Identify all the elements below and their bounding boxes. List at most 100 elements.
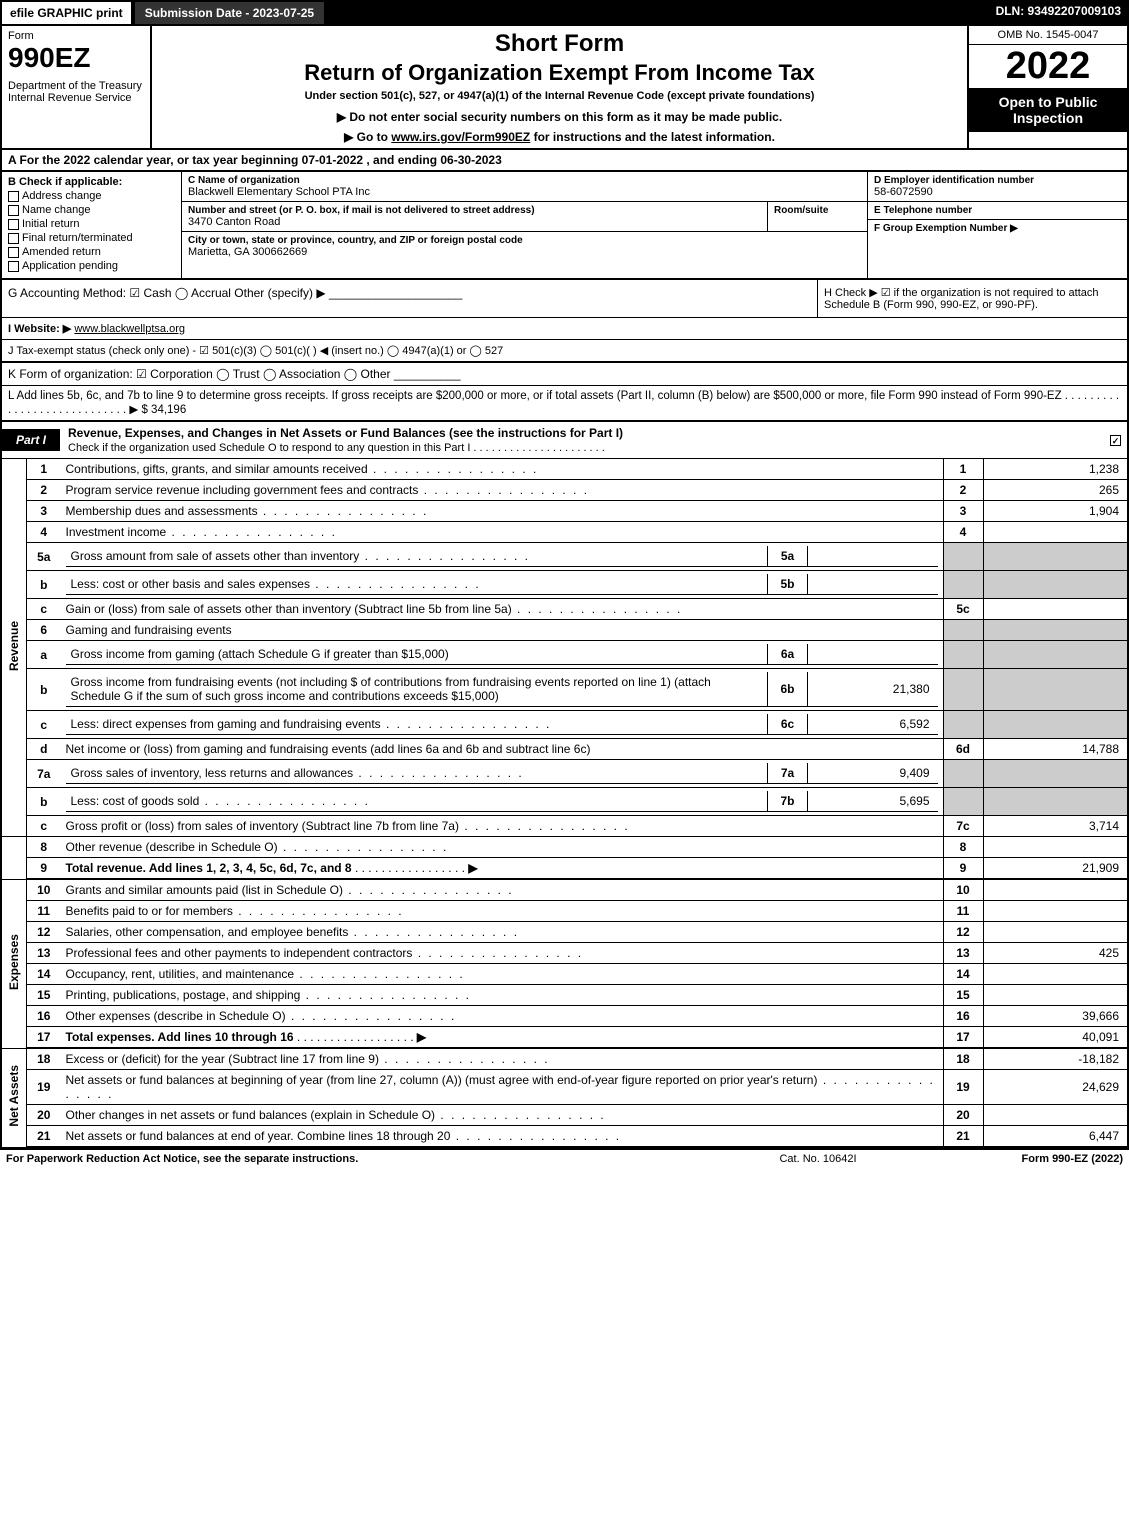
line-5b-ln: [943, 571, 983, 599]
line-11-ln: 11: [943, 901, 983, 922]
line-6b-desc: Gross income from fundraising events (no…: [66, 672, 768, 707]
chk-name-change[interactable]: Name change: [8, 204, 175, 216]
line-4-amt: [983, 522, 1128, 543]
line-14-ln: 14: [943, 964, 983, 985]
expenses-side-label: Expenses: [1, 879, 27, 1048]
header-right: OMB No. 1545-0047 2022 Open to Public In…: [967, 26, 1127, 148]
line-6-amt: [983, 620, 1128, 641]
line-6a-ln: [943, 641, 983, 669]
part-i-checkbox[interactable]: ✓: [1110, 435, 1121, 446]
row-i: I Website: ▶ www.blackwellptsa.org: [0, 318, 1129, 340]
b-title: B Check if applicable:: [8, 176, 175, 188]
cat-no: Cat. No. 10642I: [693, 1153, 943, 1165]
line-19-desc: Net assets or fund balances at beginning…: [61, 1070, 944, 1105]
line-8-num: 8: [27, 837, 61, 858]
top-bar: efile GRAPHIC print Submission Date - 20…: [0, 0, 1129, 26]
website-link[interactable]: www.blackwellptsa.org: [74, 323, 185, 335]
org-name: Blackwell Elementary School PTA Inc: [188, 186, 861, 198]
line-5b-wrap: Less: cost or other basis and sales expe…: [61, 571, 944, 599]
part-i-tab: Part I: [2, 429, 60, 451]
line-5a-num: 5a: [27, 543, 61, 571]
line-21-amt: 6,447: [983, 1126, 1128, 1148]
line-7c-desc: Gross profit or (loss) from sales of inv…: [61, 816, 944, 837]
chk-final-return[interactable]: Final return/terminated: [8, 232, 175, 244]
line-21-num: 21: [27, 1126, 61, 1148]
line-6c-sn: 6c: [768, 714, 808, 735]
line-20-num: 20: [27, 1105, 61, 1126]
line-20-ln: 20: [943, 1105, 983, 1126]
line-5c-ln: 5c: [943, 599, 983, 620]
line-7b-wrap: Less: cost of goods sold7b5,695: [61, 788, 944, 816]
dept-treasury: Department of the Treasury Internal Reve…: [8, 80, 144, 104]
line-6a-num: a: [27, 641, 61, 669]
line-a: A For the 2022 calendar year, or tax yea…: [0, 150, 1129, 172]
org-street: 3470 Canton Road: [188, 216, 761, 228]
irs-link[interactable]: www.irs.gov/Form990EZ: [391, 130, 530, 144]
line-4-desc: Investment income: [61, 522, 944, 543]
line-9-desc: Total revenue. Add lines 1, 2, 3, 4, 5c,…: [61, 858, 944, 880]
line-6a-amt: [983, 641, 1128, 669]
line-3-ln: 3: [943, 501, 983, 522]
f-group-label: F Group Exemption Number ▶: [874, 223, 1121, 234]
line-15-amt: [983, 985, 1128, 1006]
efile-print-button[interactable]: efile GRAPHIC print: [0, 0, 133, 26]
line-11-num: 11: [27, 901, 61, 922]
ssn-warning: ▶ Do not enter social security numbers o…: [160, 110, 959, 124]
line-7a-amt: [983, 760, 1128, 788]
line-5b-num: b: [27, 571, 61, 599]
line-6c-wrap: Less: direct expenses from gaming and fu…: [61, 711, 944, 739]
line-6c-num: c: [27, 711, 61, 739]
chk-amended-return[interactable]: Amended return: [8, 246, 175, 258]
line-5a-sn: 5a: [768, 546, 808, 567]
line-13-num: 13: [27, 943, 61, 964]
line-16-ln: 16: [943, 1006, 983, 1027]
e-phone-label: E Telephone number: [874, 205, 1121, 216]
line-6-num: 6: [27, 620, 61, 641]
line-6c-sv: 6,592: [808, 714, 938, 735]
open-to-public: Open to Public Inspection: [969, 88, 1127, 132]
form-number: 990EZ: [8, 42, 144, 74]
line-18-num: 18: [27, 1048, 61, 1070]
short-form-title: Short Form: [160, 30, 959, 58]
c-name-label: C Name of organization: [188, 175, 861, 186]
line-7c-num: c: [27, 816, 61, 837]
line-6d-ln: 6d: [943, 739, 983, 760]
pra-notice: For Paperwork Reduction Act Notice, see …: [6, 1153, 693, 1165]
line-20-amt: [983, 1105, 1128, 1126]
line-18-amt: -18,182: [983, 1048, 1128, 1070]
line-14-num: 14: [27, 964, 61, 985]
return-title: Return of Organization Exempt From Incom…: [160, 60, 959, 86]
dln-label: DLN: 93492207009103: [988, 0, 1129, 26]
line-1-amt: 1,238: [983, 459, 1128, 480]
line-16-num: 16: [27, 1006, 61, 1027]
chk-application-pending[interactable]: Application pending: [8, 260, 175, 272]
line-10-ln: 10: [943, 879, 983, 901]
part-i-sub: Check if the organization used Schedule …: [68, 442, 605, 454]
chk-initial-return[interactable]: Initial return: [8, 218, 175, 230]
line-6b-wrap: Gross income from fundraising events (no…: [61, 669, 944, 711]
col-b: B Check if applicable: Address change Na…: [2, 172, 182, 278]
line-5b-amt: [983, 571, 1128, 599]
line-6c-desc: Less: direct expenses from gaming and fu…: [66, 714, 768, 735]
line-17-desc: Total expenses. Add lines 10 through 16 …: [61, 1027, 944, 1049]
line-10-num: 10: [27, 879, 61, 901]
line-21-desc: Net assets or fund balances at end of ye…: [61, 1126, 944, 1148]
line-5b-sv: [808, 574, 938, 595]
line-5b-sn: 5b: [768, 574, 808, 595]
line-16-desc: Other expenses (describe in Schedule O): [61, 1006, 944, 1027]
line-5a-desc: Gross amount from sale of assets other t…: [66, 546, 768, 567]
line-19-num: 19: [27, 1070, 61, 1105]
col-c: C Name of organization Blackwell Element…: [182, 172, 867, 278]
line-12-desc: Salaries, other compensation, and employ…: [61, 922, 944, 943]
submission-date-button[interactable]: Submission Date - 2023-07-25: [133, 0, 326, 26]
line-5a-wrap: Gross amount from sale of assets other t…: [61, 543, 944, 571]
c-street-label: Number and street (or P. O. box, if mail…: [188, 205, 761, 216]
line-6d-num: d: [27, 739, 61, 760]
line-6a-wrap: Gross income from gaming (attach Schedul…: [61, 641, 944, 669]
line-5a-ln: [943, 543, 983, 571]
line-9-amt: 21,909: [983, 858, 1128, 880]
chk-address-change[interactable]: Address change: [8, 190, 175, 202]
line-17-ln: 17: [943, 1027, 983, 1049]
line-6-desc: Gaming and fundraising events: [61, 620, 944, 641]
line-8-ln: 8: [943, 837, 983, 858]
